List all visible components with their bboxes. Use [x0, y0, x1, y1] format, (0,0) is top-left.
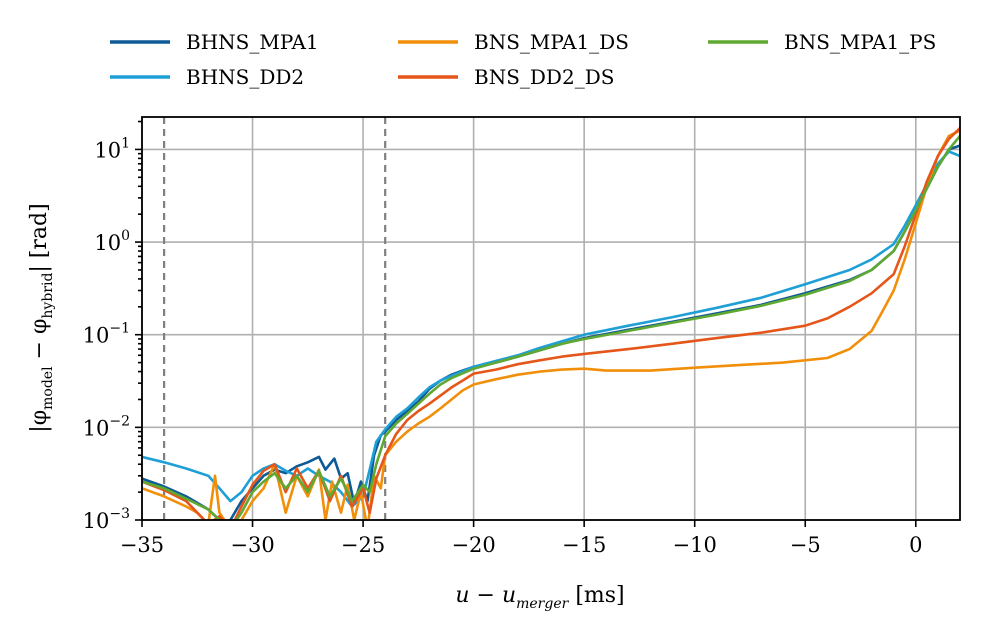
x-tick-label: −5 [790, 533, 821, 557]
legend-label: BNS_MPA1_PS [784, 30, 936, 54]
legend-label: BHNS_DD2 [186, 65, 304, 89]
y-tick-label: 10−2 [83, 413, 130, 440]
legend-item: BNS_MPA1_DS [398, 30, 629, 54]
y-tick-label: 101 [94, 135, 130, 162]
y-label-unit: | [rad] [27, 203, 52, 272]
x-label-main: u − u [455, 583, 516, 608]
legend-item: BNS_DD2_DS [398, 65, 614, 89]
series-line-bns-mpa1-ds [142, 129, 960, 520]
y-tick-label: 10−3 [83, 506, 130, 533]
x-tick-label: 0 [909, 533, 922, 557]
x-tick-label: −20 [451, 533, 495, 557]
x-tick-label: −25 [341, 533, 385, 557]
plot-frame [141, 116, 961, 521]
y-axis-label: |φmodel − φhybrid| [rad] [27, 203, 56, 432]
y-label-main: |φ [27, 410, 52, 433]
reference-lines [163, 117, 387, 520]
legend-label: BNS_MPA1_DS [474, 30, 629, 54]
y-label-sub2: hybrid [40, 273, 56, 319]
y-tick-label: 10−1 [83, 321, 130, 348]
x-tick-label: −30 [230, 533, 274, 557]
x-label-sub: merger [516, 596, 570, 612]
grid [141, 117, 960, 521]
legend-item: BHNS_MPA1 [110, 30, 319, 54]
x-tick-label: −35 [120, 533, 164, 557]
legend-item: BNS_MPA1_PS [708, 30, 936, 54]
legend-label: BNS_DD2_DS [474, 65, 614, 89]
x-tick-label: −15 [562, 533, 606, 557]
y-tick-label: 100 [94, 228, 130, 255]
legend-item: BHNS_DD2 [110, 65, 304, 89]
series-line-bhns-dd2 [142, 150, 960, 508]
x-label-unit: [ms] [568, 583, 624, 608]
ticks: −35 −30 −25 −20 −15 −10 −5 0 101 100 10−1 10−2 10−3 [83, 120, 922, 557]
x-axis-label: u − umerger [ms] [455, 583, 624, 612]
series-line-bns-mpa1-ps [142, 134, 960, 520]
legend: BHNS_MPA1 BHNS_DD2 BNS_MPA1_DS BNS_DD2_DS BN… [110, 30, 936, 89]
series-group [142, 126, 960, 520]
y-label-mid: − φ [27, 319, 52, 367]
legend-label: BHNS_MPA1 [186, 30, 319, 54]
series-line-bns-dd2-ds [142, 126, 960, 520]
x-tick-label: −10 [673, 533, 717, 557]
y-label-sub1: model [40, 366, 56, 410]
